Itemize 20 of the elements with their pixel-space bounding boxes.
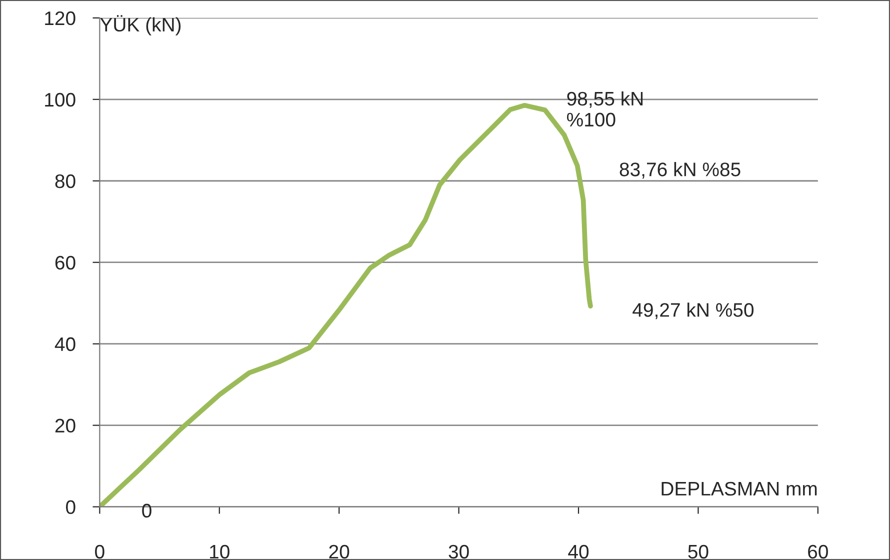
y-tick-label: 40 — [54, 337, 76, 352]
x-tick-label: 20 — [329, 544, 350, 559]
x-tick-label: 60 — [808, 544, 828, 559]
y-tick-label: 80 — [55, 174, 76, 188]
annotation: 49,27 kN %50 — [632, 302, 754, 320]
y-tick-label: 120 — [45, 11, 76, 26]
annotation: 83,76 kN %85 — [620, 162, 740, 179]
x-tick-label: 30 — [448, 544, 469, 559]
x-tick-label: 0 — [95, 544, 104, 559]
y-tick-label: 100 — [45, 92, 76, 107]
x-axis-title: DEPLASMAN mm — [662, 482, 817, 496]
annotation: 98,55 kN %100 — [566, 91, 643, 127]
x-tick-label: 10 — [210, 544, 230, 559]
y-tick-label: 20 — [55, 418, 76, 433]
y-tick-label: 0 — [66, 500, 76, 514]
annotation: 0 — [142, 504, 152, 518]
x-tick-label: 40 — [568, 544, 589, 559]
y-tick-label: 60 — [55, 256, 76, 270]
x-tick-label: 50 — [688, 544, 708, 559]
y-axis-title: YÜK (kN) — [100, 15, 181, 36]
